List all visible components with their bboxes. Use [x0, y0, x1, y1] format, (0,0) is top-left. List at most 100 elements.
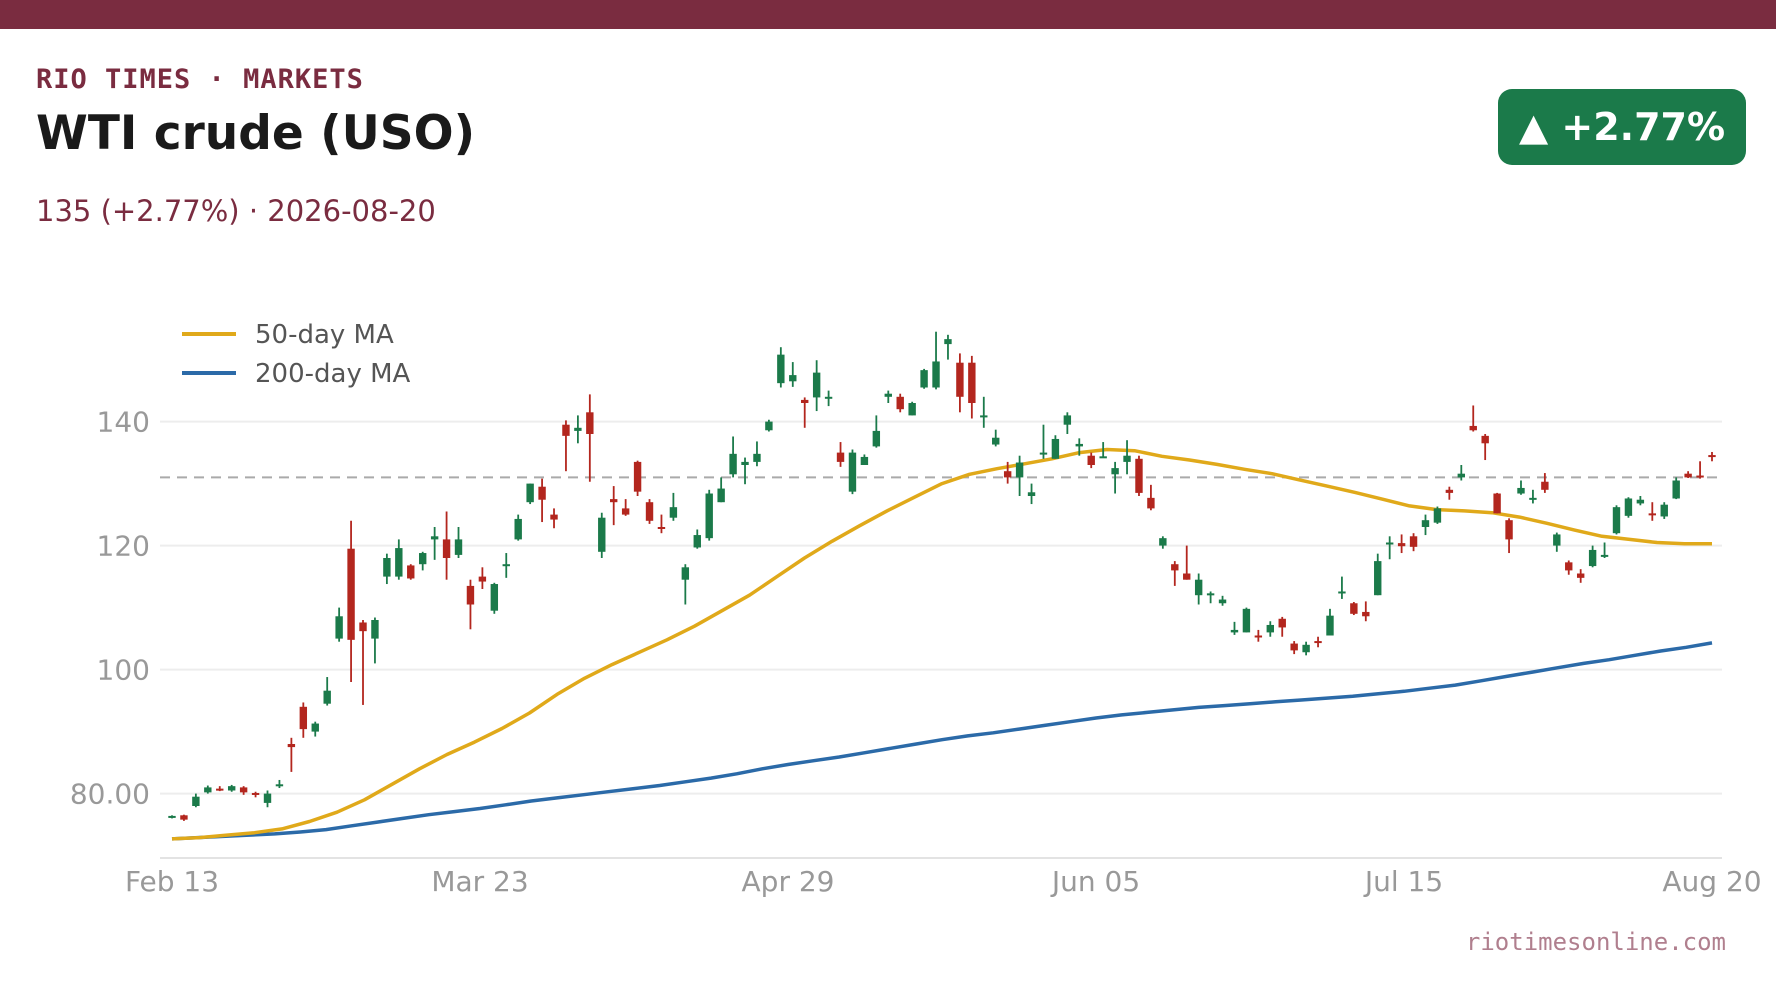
- candle-body: [1027, 492, 1036, 496]
- candle-body: [789, 375, 797, 382]
- candle-body: [1159, 538, 1167, 546]
- candle-body: [1636, 499, 1645, 504]
- candle-body: [287, 744, 296, 748]
- candle: [1421, 514, 1430, 536]
- candle: [884, 390, 892, 403]
- candle: [180, 814, 188, 821]
- candle-body: [275, 784, 284, 787]
- candle: [502, 553, 510, 578]
- candle: [836, 442, 845, 467]
- candle: [992, 429, 1000, 447]
- candle: [1433, 506, 1442, 524]
- candle-body: [1505, 520, 1513, 540]
- candle: [442, 511, 451, 580]
- axes: 80.00 100 120 140 Feb 13 Mar 23 Apr 29 Jun 05 Ju…: [70, 406, 1762, 898]
- candle: [454, 527, 463, 558]
- candle-body: [550, 514, 558, 520]
- candle-body: [1063, 415, 1072, 425]
- candle: [693, 529, 701, 549]
- candle-body: [968, 362, 976, 403]
- candle: [1481, 434, 1489, 461]
- candle-body: [586, 412, 594, 434]
- candle: [824, 390, 833, 407]
- candle-body: [1493, 493, 1501, 514]
- candle: [1039, 424, 1048, 459]
- candle-body: [1362, 611, 1370, 617]
- candle: [1027, 483, 1036, 505]
- candle: [1660, 502, 1668, 519]
- candles: [168, 331, 1716, 821]
- candle: [1696, 461, 1704, 479]
- candle: [1230, 621, 1239, 635]
- candle: [586, 394, 594, 482]
- candle-body: [932, 361, 940, 388]
- candle-body: [1397, 543, 1406, 547]
- candle: [1565, 560, 1573, 575]
- x-tick-label: Jul 15: [1363, 865, 1443, 898]
- candle: [705, 489, 713, 541]
- candle: [526, 483, 534, 505]
- candle-body: [442, 539, 451, 558]
- candle-body: [884, 393, 892, 397]
- candle-body: [347, 548, 355, 640]
- candle-body: [1708, 455, 1716, 458]
- candle-body: [1684, 473, 1692, 478]
- gridlines: [160, 420, 1722, 795]
- candle: [848, 449, 857, 495]
- candle-body: [1314, 641, 1322, 644]
- candle: [1445, 486, 1454, 500]
- candle-body: [621, 508, 630, 515]
- candle-body: [1529, 497, 1537, 500]
- candle-body: [1206, 593, 1215, 596]
- candle-body: [395, 548, 403, 577]
- candle: [920, 368, 928, 389]
- candle-body: [657, 527, 666, 529]
- candle: [1075, 438, 1083, 456]
- candle-body: [801, 399, 809, 403]
- candle-body: [693, 535, 701, 548]
- candle-body: [490, 584, 499, 611]
- candle: [1314, 636, 1322, 648]
- candle-body: [323, 690, 331, 704]
- source-footer: riotimesonline.com: [1465, 928, 1726, 956]
- candle-body: [1003, 471, 1012, 478]
- candle: [347, 520, 355, 682]
- candle-body: [765, 421, 773, 431]
- candle-body: [610, 499, 618, 503]
- candle: [574, 415, 582, 444]
- x-tick-label: Mar 23: [431, 865, 528, 898]
- candle-body: [335, 616, 343, 639]
- candle: [1672, 477, 1680, 500]
- legend-item: 50-day MA: [182, 320, 394, 350]
- y-tick-label: 80.00: [70, 778, 150, 811]
- candle-body: [251, 792, 260, 795]
- candle-body: [383, 558, 391, 577]
- candle: [1457, 465, 1466, 481]
- candle-body: [1433, 508, 1442, 523]
- candle: [1015, 455, 1024, 496]
- candle-body: [872, 430, 881, 447]
- candle: [1397, 534, 1406, 554]
- candle: [1648, 502, 1657, 521]
- candle: [514, 514, 522, 541]
- candle: [777, 347, 785, 388]
- candle: [980, 396, 988, 428]
- candle: [645, 499, 654, 524]
- candle: [311, 721, 319, 737]
- candle-body: [371, 620, 379, 639]
- candle: [1087, 452, 1095, 469]
- candle: [418, 551, 427, 571]
- candle-body: [920, 370, 928, 388]
- candle-body: [216, 788, 224, 791]
- candle-body: [1171, 564, 1179, 571]
- candle: [1541, 473, 1549, 493]
- candle-body: [1015, 462, 1024, 478]
- candle: [395, 539, 403, 580]
- candle: [1553, 532, 1561, 552]
- candle-body: [992, 437, 1000, 445]
- candle-body: [1135, 458, 1143, 493]
- candle: [168, 815, 176, 819]
- candle: [669, 492, 678, 521]
- legend-label: 50-day MA: [255, 320, 394, 350]
- candle-body: [944, 339, 952, 345]
